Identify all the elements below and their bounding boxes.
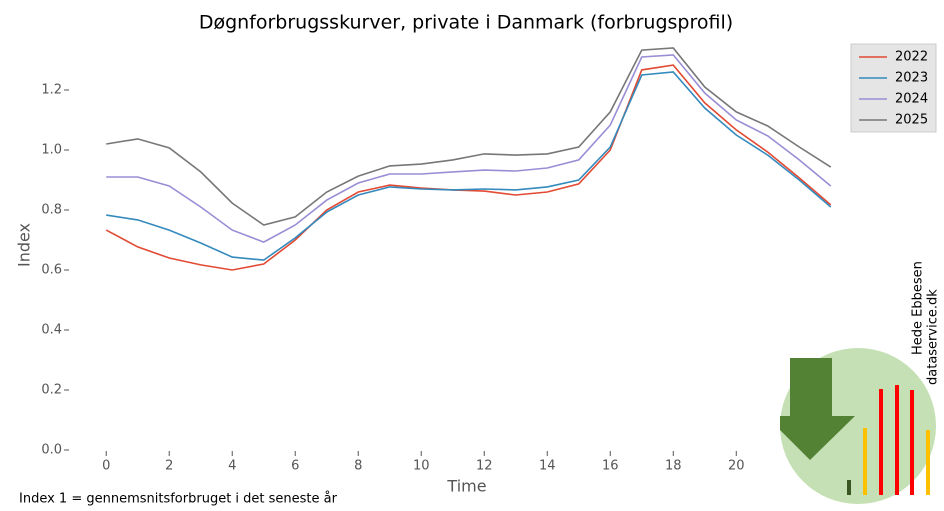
watermark: dataservice.dk — [926, 289, 941, 385]
series-line — [106, 71, 832, 261]
x-axis-label: Time — [446, 477, 486, 496]
legend-label: 2025 — [895, 113, 928, 128]
logo-bar — [895, 385, 899, 495]
series-line — [105, 64, 832, 271]
y-tick-label: 1.2 — [41, 83, 62, 98]
legend-label: 2024 — [895, 92, 928, 107]
logo-bar — [879, 389, 883, 495]
series-line — [106, 47, 832, 226]
logo-arrow — [780, 358, 855, 460]
footnote: Index 1 = gennemsnitsforbruget i det sen… — [19, 492, 338, 507]
x-tick-label: 10 — [413, 459, 430, 474]
x-tick-label: 14 — [539, 459, 556, 474]
y-tick-label: 0.0 — [41, 443, 62, 458]
x-tick-label: 20 — [728, 459, 745, 474]
x-tick-label: 4 — [228, 459, 236, 474]
legend: 2022 2023 2024 2025 — [850, 43, 937, 133]
legend-box — [850, 43, 937, 133]
y-tick-label: 0.2 — [41, 383, 62, 398]
logo-bar — [926, 430, 930, 495]
series-line — [106, 54, 832, 243]
x-tick-label: 0 — [102, 459, 110, 474]
chart-title: Døgnforbrugsskurver, private i Danmark (… — [199, 12, 733, 34]
y-tick-label: 0.4 — [41, 323, 62, 338]
logo-bar — [847, 480, 851, 495]
x-tick-label: 8 — [354, 459, 362, 474]
y-tick-label: 0.8 — [41, 203, 62, 218]
logo-bar — [910, 390, 914, 495]
legend-label: 2023 — [895, 71, 928, 86]
legend-label: 2022 — [895, 50, 928, 65]
watermark: Hede Ebbesen — [911, 261, 926, 355]
logo — [780, 348, 936, 504]
x-tick-label: 16 — [602, 459, 619, 474]
x-tick-label: 2 — [165, 459, 173, 474]
y-tick-label: 0.6 — [41, 263, 62, 278]
x-tick-label: 12 — [476, 459, 493, 474]
x-tick-label: 6 — [291, 459, 299, 474]
x-tick-label: 18 — [665, 459, 682, 474]
y-tick-label: 1.0 — [41, 143, 62, 158]
logo-bar — [863, 428, 867, 495]
y-axis-label: Index — [15, 223, 34, 267]
plot-area: 0.0 0.2 0.4 0.6 0.8 1.0 1.2 0 2 4 6 8 10 12 14 16 18 20 — [41, 47, 832, 474]
